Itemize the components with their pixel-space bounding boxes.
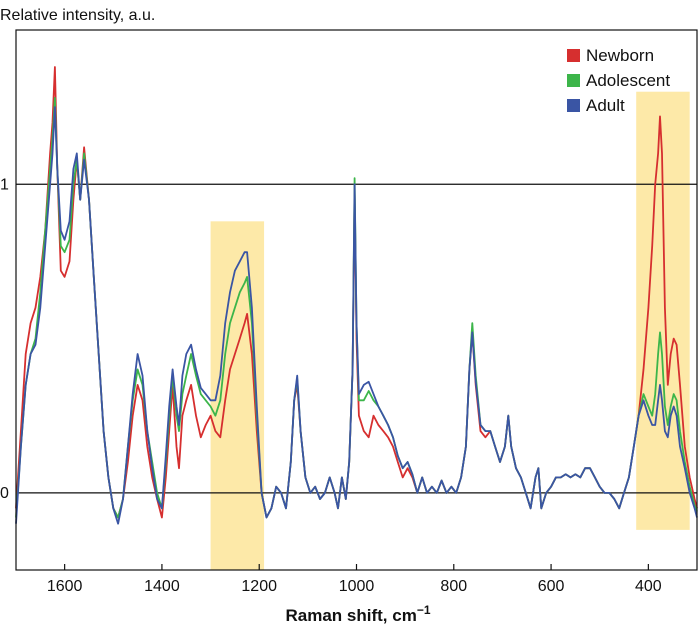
x-tick-label-1000: 1000 <box>339 578 375 595</box>
x-tick-label-600: 600 <box>538 578 565 595</box>
series-line-adult <box>15 106 698 525</box>
reference-lines <box>16 183 697 494</box>
y-tick-label-1: 1 <box>0 176 9 193</box>
x-tick-label-1200: 1200 <box>241 578 277 595</box>
legend-label-adolescent: Adolescent <box>586 71 670 90</box>
x-axis-label: Raman shift, cm−1 <box>286 603 431 625</box>
legend-swatch-adolescent <box>567 74 580 87</box>
x-tick-label-800: 800 <box>440 578 467 595</box>
x-tick-label-400: 400 <box>635 578 662 595</box>
y-axis-label: Relative intensity, a.u. <box>0 7 155 24</box>
x-axis-label-unit-superscript: −1 <box>417 603 431 617</box>
x-tick-label-1600: 1600 <box>47 578 83 595</box>
x-axis-ticks: 1600 1400 1200 1000 800 600 400 <box>47 564 662 595</box>
legend-label-adult: Adult <box>586 96 625 115</box>
legend: Newborn Adolescent Adult <box>567 46 670 115</box>
y-tick-label-0: 0 <box>0 485 9 502</box>
series-lines <box>15 66 698 525</box>
legend-swatch-adult <box>567 99 580 112</box>
x-axis-label-text: Raman shift, cm <box>286 606 417 625</box>
legend-swatch-newborn <box>567 49 580 62</box>
x-tick-label-1400: 1400 <box>144 578 180 595</box>
y-axis-ticks: 01 <box>0 176 9 502</box>
legend-label-newborn: Newborn <box>586 46 654 65</box>
